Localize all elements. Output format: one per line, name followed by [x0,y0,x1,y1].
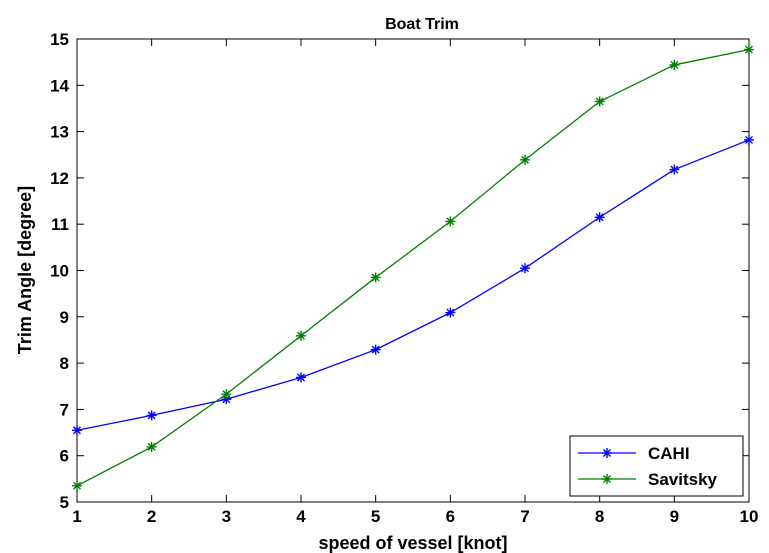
y-tick-label: 6 [60,447,69,466]
series-line-cahi [76,139,750,431]
legend-box [569,435,744,497]
data-point-savitsky [370,272,381,283]
data-point-savitsky [744,44,754,55]
data-point-cahi [146,410,157,421]
legend-marker-savitsky [602,474,612,484]
legend-label-savitsky: Savitsky [648,470,718,489]
data-point-savitsky [72,480,82,491]
y-axis-title: Trim Angle [degree] [15,186,35,354]
data-point-savitsky [221,389,232,400]
y-tick-label: 10 [50,262,69,281]
y-tick-label: 11 [51,215,69,234]
data-point-cahi [520,263,530,274]
x-tick-label: 6 [446,507,455,526]
y-tick-label: 7 [60,400,69,419]
y-tick-label: 12 [50,169,69,188]
y-tick-label: 14 [50,76,69,95]
legend-label-cahi: CAHI [648,444,690,463]
plot-area [76,38,750,503]
series-line-savitsky [76,49,750,487]
data-point-savitsky [594,96,605,107]
legend-item-cahi: CAHI [578,444,690,463]
x-tick-label: 8 [595,507,604,526]
data-point-savitsky [146,441,157,452]
data-point-cahi [445,307,456,318]
chart-title: Boat Trim [385,16,459,33]
data-point-cahi [594,212,605,223]
series-layer [72,44,754,491]
legend-marker-cahi [602,448,612,458]
data-point-cahi [296,372,306,383]
data-point-savitsky [669,59,680,70]
data-point-savitsky [296,330,306,341]
data-point-cahi [72,425,82,436]
x-tick-label: 5 [371,507,380,526]
y-tick-label: 5 [60,493,69,512]
data-point-savitsky [520,154,530,165]
x-axis-title: speed of vessel [knot] [318,533,507,553]
y-tick-label: 9 [60,308,69,327]
x-tick-label: 2 [147,507,156,526]
y-tick-label: 13 [50,123,69,142]
y-tick-label: 15 [50,30,69,49]
data-point-savitsky [445,216,456,227]
x-tick-label: 1 [72,507,81,526]
x-tick-label: 3 [222,507,231,526]
x-tick-label: 7 [520,507,529,526]
x-tick-label: 4 [296,507,306,526]
x-tick-label: 10 [740,507,759,526]
axis-ticks [76,38,750,503]
data-point-cahi [370,344,381,355]
legend-item-savitsky: Savitsky [578,470,718,489]
legend: CAHI Savitsky [569,435,744,497]
y-tick-label: 8 [60,354,69,373]
data-point-cahi [744,134,754,145]
data-point-cahi [669,164,680,175]
x-tick-label: 9 [670,507,679,526]
